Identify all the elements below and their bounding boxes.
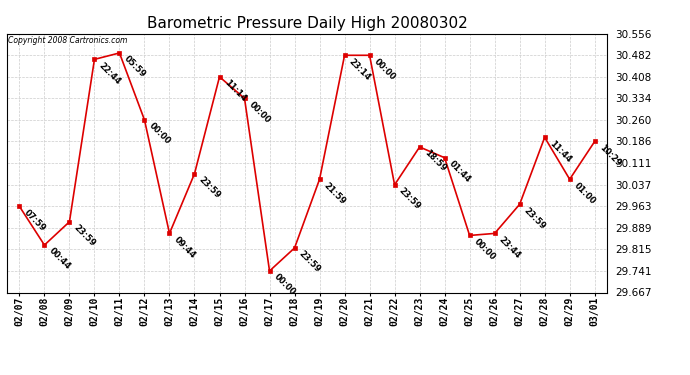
Text: 00:00: 00:00 (373, 57, 397, 82)
Text: 18:59: 18:59 (422, 148, 448, 174)
Text: 22:44: 22:44 (97, 61, 123, 86)
Text: 01:44: 01:44 (447, 159, 473, 184)
Text: 00:00: 00:00 (247, 100, 273, 125)
Text: 01:00: 01:00 (573, 181, 598, 206)
Text: 00:44: 00:44 (47, 246, 72, 272)
Text: 23:59: 23:59 (397, 186, 422, 211)
Text: 23:59: 23:59 (297, 249, 322, 274)
Text: 23:59: 23:59 (197, 175, 222, 200)
Text: 10:29: 10:29 (598, 143, 622, 168)
Text: Copyright 2008 Cartronics.com: Copyright 2008 Cartronics.com (8, 36, 128, 45)
Text: 11:14: 11:14 (222, 78, 248, 104)
Text: 00:00: 00:00 (473, 237, 497, 262)
Text: 05:59: 05:59 (122, 54, 148, 80)
Text: 00:00: 00:00 (273, 272, 297, 297)
Text: 21:59: 21:59 (322, 181, 348, 206)
Text: 09:44: 09:44 (172, 235, 197, 260)
Text: 23:59: 23:59 (72, 223, 97, 248)
Text: 07:59: 07:59 (22, 208, 48, 233)
Text: 11:44: 11:44 (547, 139, 573, 164)
Text: 23:14: 23:14 (347, 57, 373, 82)
Text: 00:00: 00:00 (147, 121, 172, 146)
Title: Barometric Pressure Daily High 20080302: Barometric Pressure Daily High 20080302 (147, 16, 467, 31)
Text: 23:59: 23:59 (522, 206, 548, 231)
Text: 23:44: 23:44 (497, 235, 523, 260)
